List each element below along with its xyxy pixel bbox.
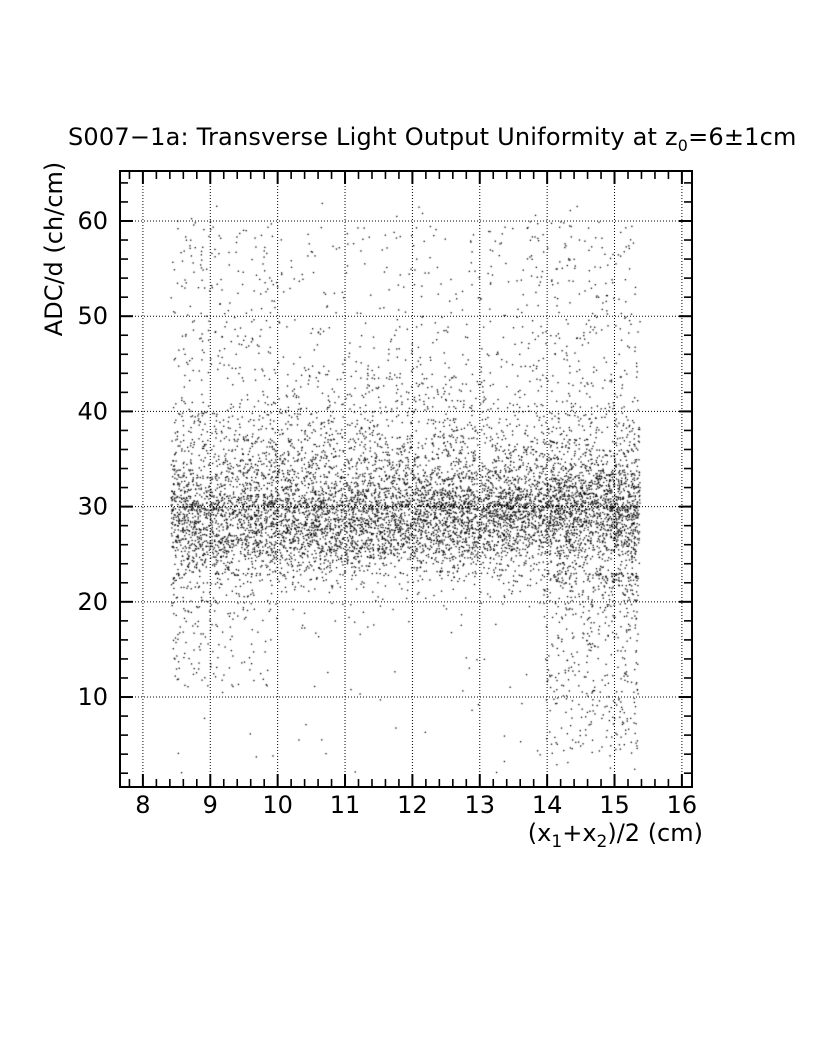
scatter-points-canvas (0, 0, 816, 1056)
page: S007−1a: Transverse Light Output Uniform… (0, 0, 816, 1056)
